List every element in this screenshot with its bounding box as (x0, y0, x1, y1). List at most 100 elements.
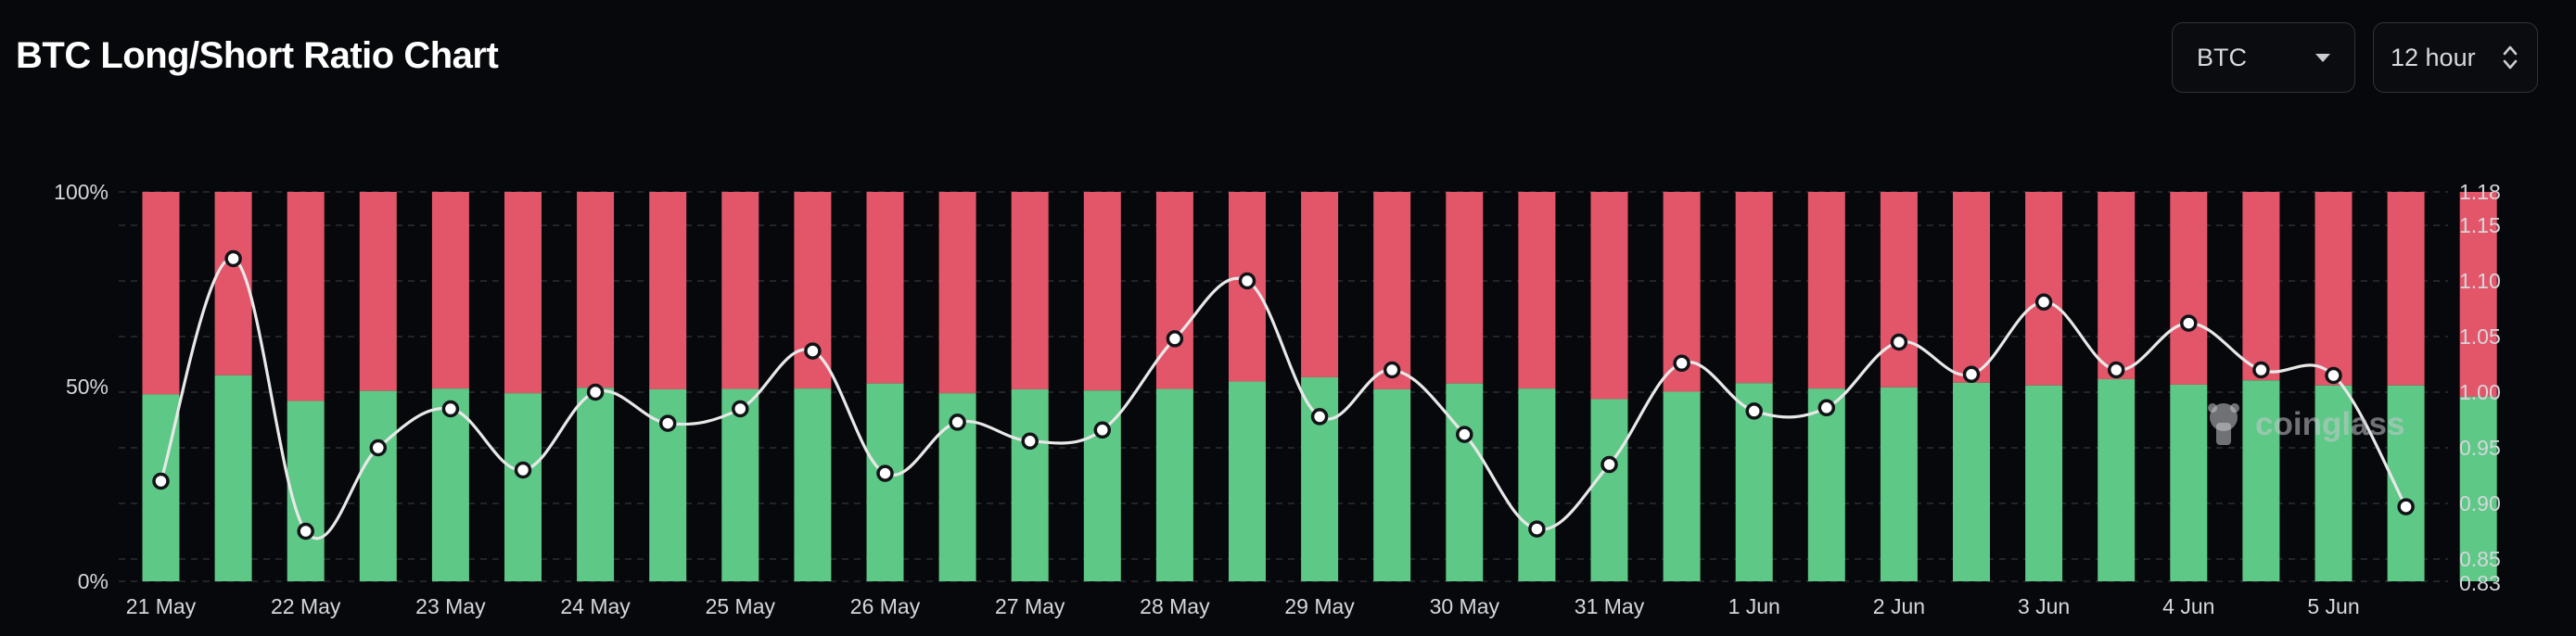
long-bar (1807, 388, 1845, 581)
short-bar (2387, 192, 2425, 386)
chevron-down-icon (2315, 54, 2330, 62)
short-bar (1301, 192, 1339, 377)
coinglass-logo-icon (2208, 403, 2239, 445)
y-right-tick-label: 1.18 (2459, 180, 2501, 204)
ratio-point (2180, 314, 2198, 332)
x-tick-label: 24 May (560, 594, 631, 618)
period-select[interactable]: 12 hour (2373, 22, 2538, 93)
long-bar (1011, 388, 1049, 581)
ratio-point (441, 400, 460, 418)
ratio-point (2034, 293, 2053, 312)
stacked-bars (142, 192, 2497, 581)
short-bar (1880, 192, 1918, 388)
short-bar (2459, 192, 2497, 397)
x-tick-label: 1 Jun (1728, 594, 1780, 618)
long-bar (1373, 388, 1411, 581)
coinglass-watermark: coinglass (2208, 403, 2404, 445)
y-left-tick-label: 50% (66, 375, 108, 399)
long-bar (794, 388, 832, 581)
long-bar (2315, 385, 2353, 581)
x-tick-label: 21 May (126, 594, 197, 618)
short-bar (431, 192, 469, 389)
short-bar (1155, 192, 1193, 389)
long-bar (1155, 388, 1193, 581)
short-bar (1373, 192, 1411, 389)
ratio-point (369, 439, 388, 457)
long-bar (577, 388, 615, 581)
long-bar (1301, 376, 1339, 581)
y-left-tick-label: 100% (54, 180, 108, 204)
ratio-point (1962, 365, 1981, 384)
watermark-text: coinglass (2255, 406, 2404, 442)
updown-chevron-icon (2503, 45, 2518, 70)
long-bar (2242, 380, 2280, 581)
long-bar (1518, 388, 1556, 581)
ratio-point (658, 414, 677, 432)
long-bar (1229, 381, 1266, 581)
ratio-point (876, 464, 894, 482)
ratio-point (2325, 366, 2342, 385)
short-bar (938, 192, 976, 394)
y-right-tick-label: 1.00 (2459, 380, 2501, 404)
asset-select-value: BTC (2197, 43, 2247, 71)
ratio-points (152, 249, 2415, 541)
long-bar (287, 401, 325, 581)
short-bar (1590, 192, 1628, 400)
y-right-tick-label: 0.95 (2459, 436, 2501, 460)
ratio-point (1817, 399, 1836, 417)
short-bar (866, 192, 904, 384)
x-tick-label: 26 May (850, 594, 921, 618)
short-bar (649, 192, 687, 389)
y-left-tick-label: 0% (78, 569, 108, 593)
long-bar (2170, 384, 2208, 581)
short-bar (721, 192, 759, 389)
long-bar (1880, 387, 1918, 581)
ratio-point (1528, 520, 1546, 538)
ratio-point (297, 522, 314, 541)
ratio-point (1166, 330, 1184, 348)
x-tick-label: 3 Jun (2018, 594, 2070, 618)
ratio-point (1600, 455, 1618, 474)
short-bar (2315, 192, 2353, 386)
short-bar (287, 192, 325, 401)
ratio-point (1673, 354, 1690, 373)
x-tick-label: 30 May (1430, 594, 1500, 618)
y-right-tick-label: 0.85 (2459, 547, 2501, 571)
short-bar (142, 192, 180, 395)
short-bar (359, 192, 397, 391)
long-bar (1953, 382, 1990, 581)
long-bar (431, 388, 469, 581)
ratio-point (2107, 361, 2125, 379)
ratio-point (2252, 361, 2270, 379)
x-tick-label: 22 May (271, 594, 341, 618)
short-bar (2098, 192, 2136, 380)
x-tick-label: 27 May (995, 594, 1065, 618)
long-bar (2098, 379, 2136, 581)
asset-select[interactable]: BTC (2172, 22, 2355, 93)
long-bar (504, 393, 542, 581)
y-right-tick-label: 1.05 (2459, 324, 2501, 349)
ratio-point (1093, 421, 1112, 439)
y-axis-right: 0.830.85 0.90 0.95 1.00 1.05 1.10 1.15 1.18 (2459, 180, 2501, 595)
x-tick-label: 23 May (415, 594, 486, 618)
ratio-point (1021, 432, 1039, 451)
x-tick-label: 5 Jun (2307, 594, 2359, 618)
short-bar (1953, 192, 1990, 383)
short-bar (1735, 192, 1773, 384)
x-tick-label: 31 May (1575, 594, 1645, 618)
long-bar (2025, 385, 2063, 581)
ratio-point (1745, 402, 1763, 420)
long-bar (1446, 383, 1484, 581)
long-bar (721, 388, 759, 581)
y-right-tick-label: 1.10 (2459, 269, 2501, 293)
ratio-point (1890, 333, 1908, 351)
period-select-value: 12 hour (2391, 43, 2476, 71)
ratio-point (2397, 498, 2415, 515)
ratio-point (1456, 426, 1473, 443)
x-tick-label: 28 May (1140, 594, 1210, 618)
long-bar (214, 375, 252, 581)
ratio-point (514, 461, 532, 479)
ratio-point (949, 413, 966, 431)
y-axis-left: 0% 50% 100% (54, 180, 108, 593)
ratio-line (159, 257, 2408, 541)
